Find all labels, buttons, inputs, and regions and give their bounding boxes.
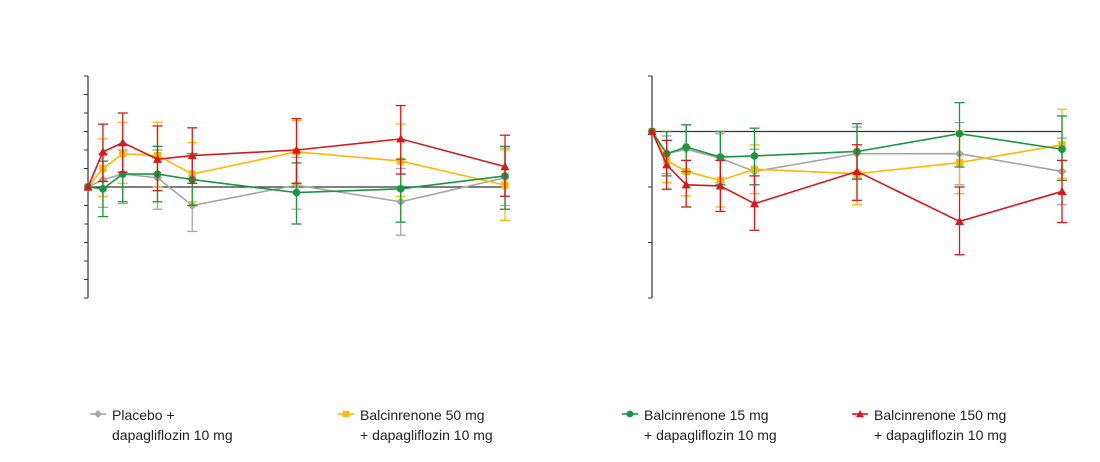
serum-potassium-point-balcinrenone-150 xyxy=(118,138,128,147)
egfr-point-balcinrenone-150 xyxy=(750,199,759,208)
legend-item-balcinrenone-50: Balcinrenone 50 mg + dapagliflozin 10 mg xyxy=(338,405,493,445)
egfr-point-balcinrenone-150 xyxy=(715,181,725,190)
legend-placebo-line-2: dapagliflozin 10 mg xyxy=(112,427,233,443)
legend-balcinrenone-15-line-1: Balcinrenone 15 mg xyxy=(644,407,769,423)
legend-marker-placebo xyxy=(90,410,106,418)
legend-balcinrenone-150-line-2: + dapagliflozin 10 mg xyxy=(874,427,1007,443)
legend-symbol-placebo xyxy=(94,410,102,418)
serum-potassium-point-balcinrenone-150 xyxy=(153,154,162,163)
legend-marker-balcinrenone-150 xyxy=(852,410,868,418)
egfr-point-balcinrenone-15 xyxy=(682,143,690,151)
legend-symbol-balcinrenone-150 xyxy=(856,410,864,418)
serum-potassium-point-balcinrenone-150 xyxy=(98,147,108,156)
legend-balcinrenone-150-line-1: Balcinrenone 150 mg xyxy=(874,407,1007,423)
serum-potassium-point-balcinrenone-15 xyxy=(396,185,405,193)
egfr-point-balcinrenone-150 xyxy=(955,216,964,226)
legend-symbol-balcinrenone-50 xyxy=(342,410,350,418)
legend-item-balcinrenone-15: Balcinrenone 15 mg + dapagliflozin 10 mg xyxy=(622,405,777,445)
legend-item-balcinrenone-150: Balcinrenone 150 mg + dapagliflozin 10 m… xyxy=(852,405,1007,445)
egfr-point-balcinrenone-15 xyxy=(750,152,759,160)
legend-item-placebo: Placebo + dapagliflozin 10 mg xyxy=(90,405,233,445)
serum-potassium-chart xyxy=(83,75,510,299)
egfr-point-balcinrenone-150 xyxy=(1057,186,1067,196)
egfr-point-balcinrenone-15 xyxy=(1058,145,1066,154)
serum-potassium-point-balcinrenone-150 xyxy=(500,162,510,171)
serum-potassium-line-balcinrenone-15 xyxy=(87,173,506,194)
egfr-point-balcinrenone-150 xyxy=(852,166,862,176)
legend: Placebo + dapagliflozin 10 mg Balcinreno… xyxy=(0,405,1100,462)
legend-balcinrenone-15-line-2: + dapagliflozin 10 mg xyxy=(644,427,777,443)
egfr-point-balcinrenone-15 xyxy=(716,153,725,161)
serum-potassium-point-balcinrenone-150 xyxy=(83,182,93,191)
legend-symbol-balcinrenone-15 xyxy=(626,410,634,418)
egfr-point-balcinrenone-150 xyxy=(662,160,672,169)
legend-marker-balcinrenone-50 xyxy=(338,410,354,418)
egfr-series-balcinrenone-150 xyxy=(647,127,1067,256)
serum-potassium-point-balcinrenone-150 xyxy=(396,134,406,143)
serum-potassium-series-balcinrenone-50 xyxy=(84,119,510,221)
legend-placebo-line-1: Placebo + xyxy=(112,407,175,423)
egfr-point-balcinrenone-150 xyxy=(681,180,691,189)
serum-potassium-line-balcinrenone-150 xyxy=(87,138,506,188)
egfr-point-balcinrenone-15 xyxy=(955,129,964,138)
legend-balcinrenone-50-line-2: + dapagliflozin 10 mg xyxy=(360,427,493,443)
legend-balcinrenone-50-line-1: Balcinrenone 50 mg xyxy=(360,407,485,423)
serum-potassium-series-balcinrenone-150 xyxy=(83,104,510,197)
egfr-point-balcinrenone-150 xyxy=(647,127,657,136)
serum-potassium-point-balcinrenone-15 xyxy=(99,185,107,193)
egfr-chart xyxy=(647,75,1067,299)
serum-potassium-point-balcinrenone-15 xyxy=(292,188,301,197)
serum-potassium-point-balcinrenone-150 xyxy=(292,145,301,154)
legend-marker-balcinrenone-15 xyxy=(622,410,638,418)
serum-potassium-point-balcinrenone-150 xyxy=(187,151,197,160)
